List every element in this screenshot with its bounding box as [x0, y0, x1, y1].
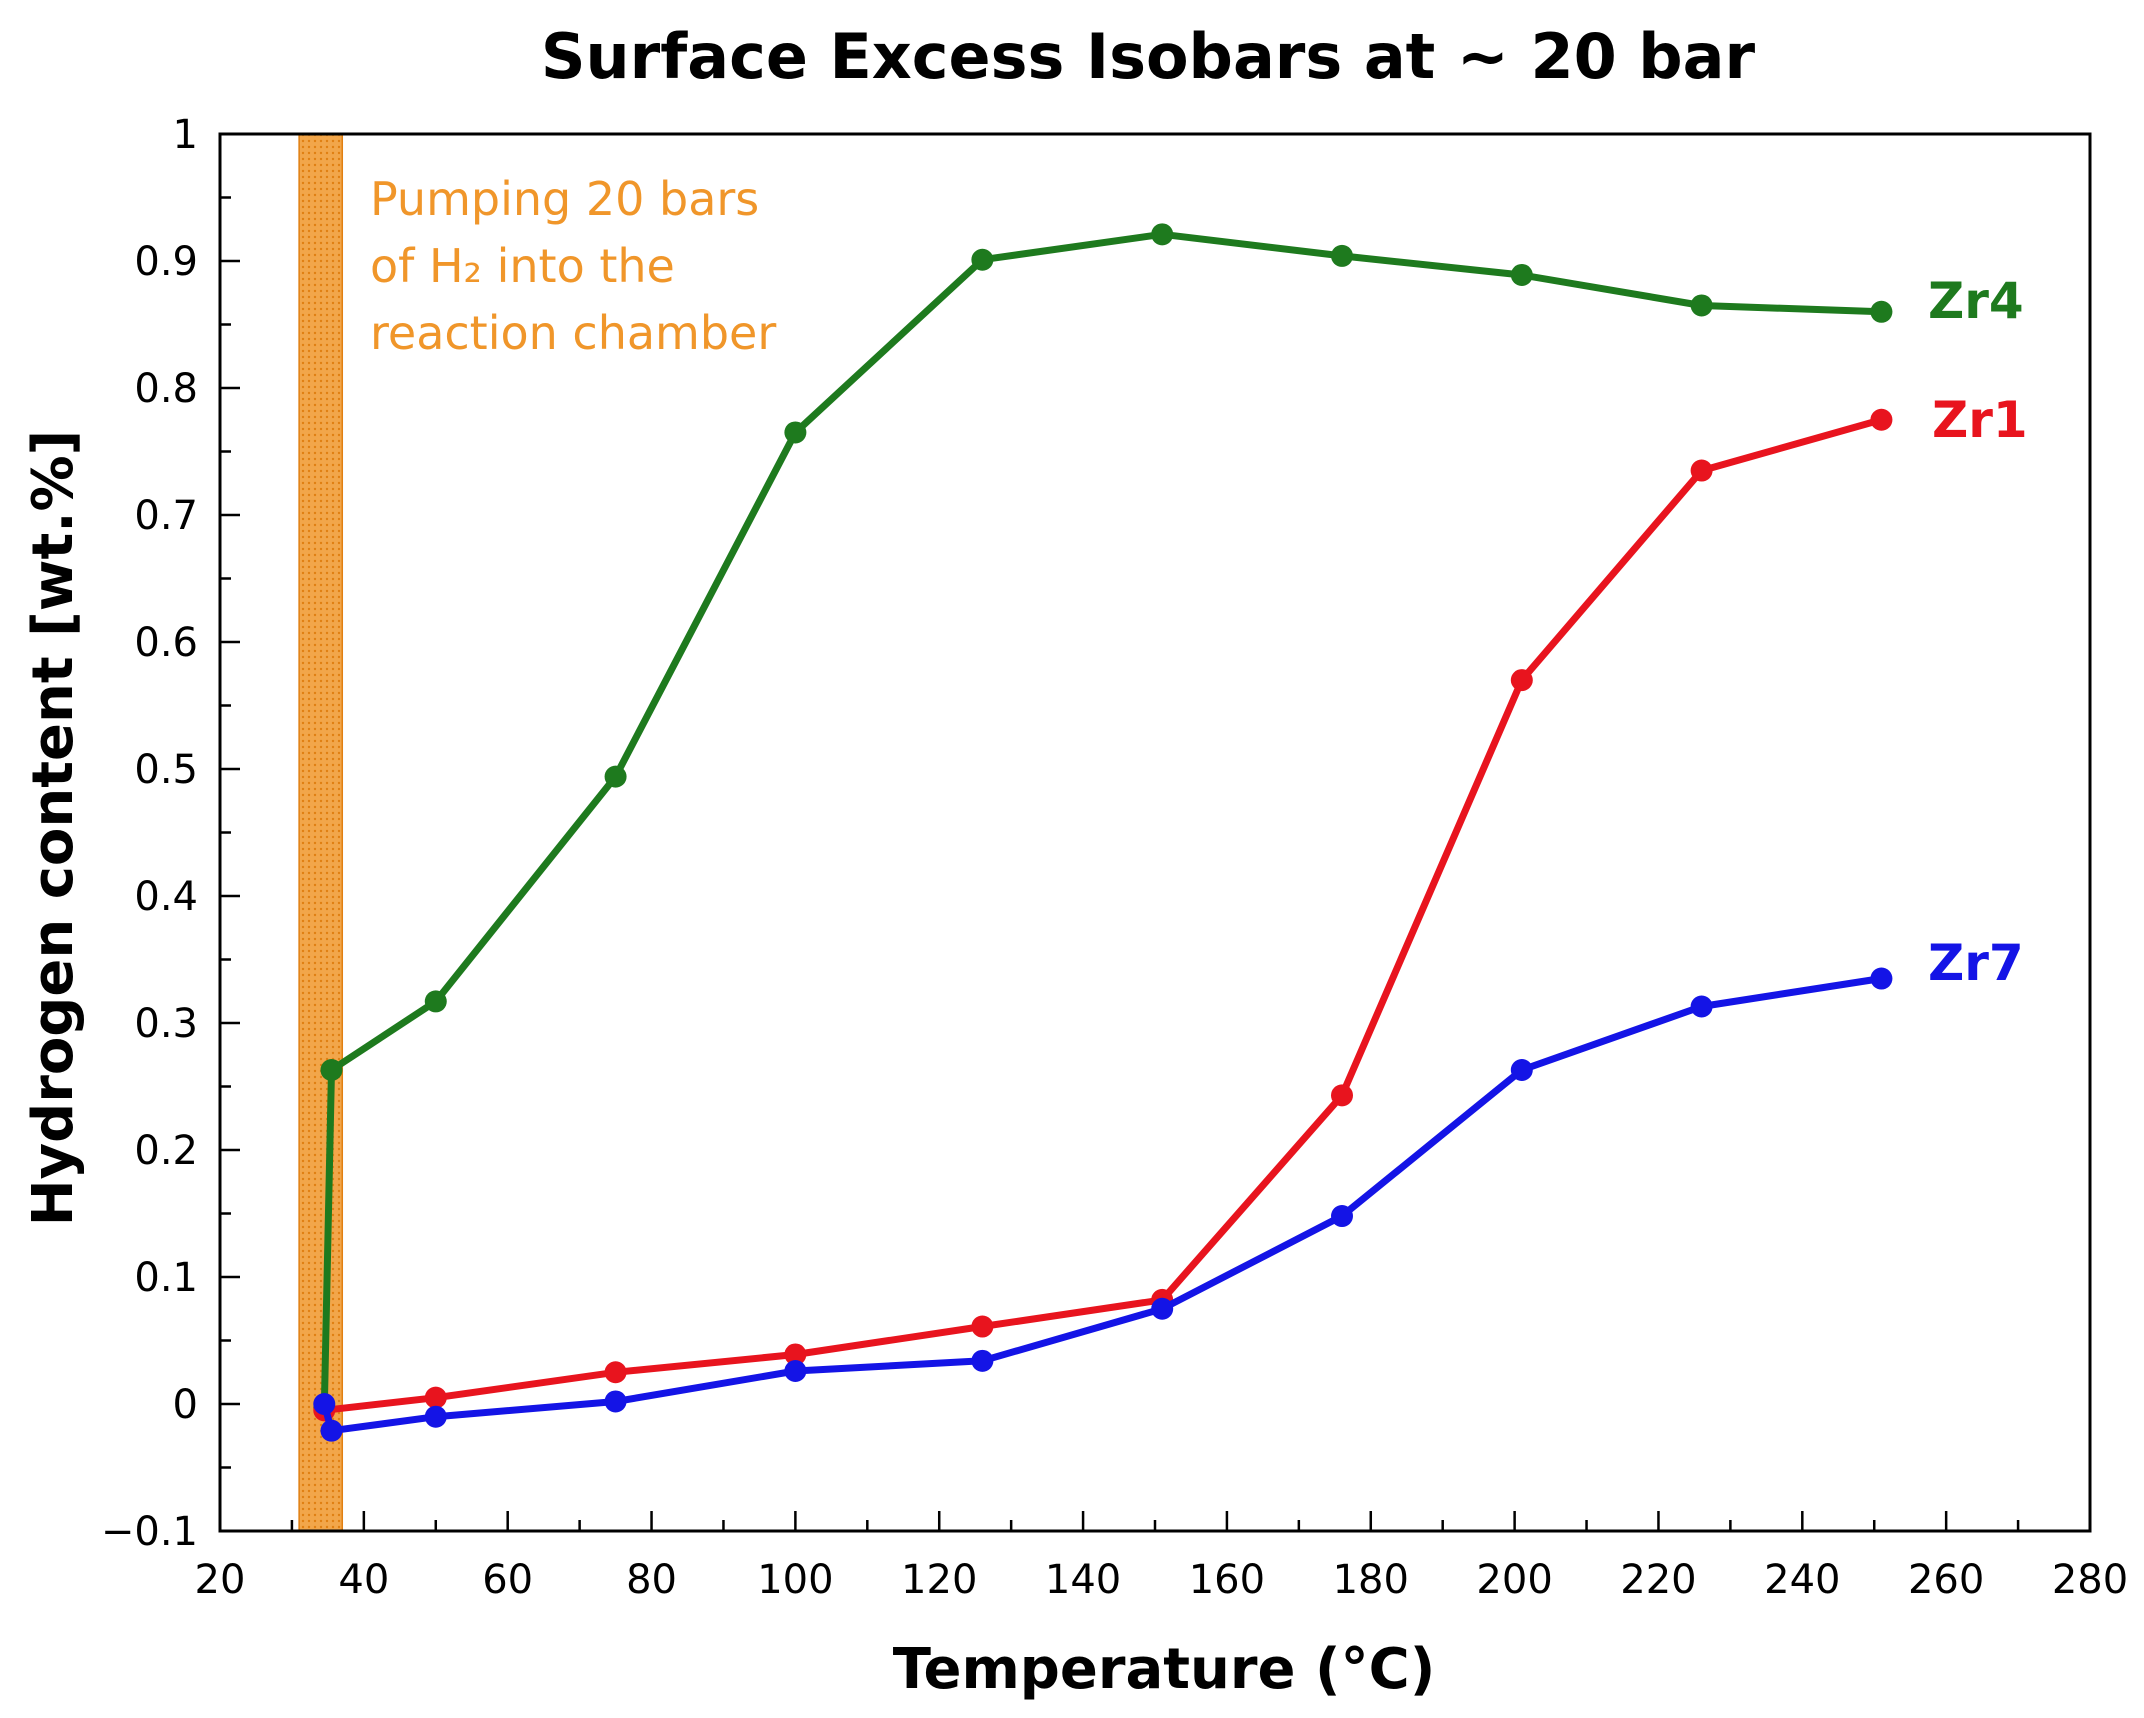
axes-layer: 20 40 60 80 100 120 140 160 180 200 220 240 260 280 −0…	[101, 112, 2128, 1603]
data-point-zr1	[1331, 1084, 1353, 1107]
data-point-zr7	[1690, 995, 1713, 1018]
series-label-zr1: Zr1	[1932, 391, 2028, 449]
data-point-zr1	[604, 1361, 627, 1384]
y-tick-label: 0	[173, 1382, 198, 1428]
chart-title: Surface Excess Isobars at ~ 20 bar	[541, 20, 1756, 93]
x-tick-label: 140	[1045, 1557, 1121, 1603]
data-point-zr7	[604, 1390, 627, 1413]
y-tick-label: 0.5	[134, 747, 198, 793]
y-tick-label: 0.1	[134, 1255, 198, 1301]
data-point-zr1	[424, 1386, 447, 1409]
data-point-zr1	[971, 1315, 994, 1338]
series-line-zr7	[320, 975, 1885, 1435]
shaded-band	[298, 133, 344, 1532]
series-layer	[313, 223, 1893, 1442]
data-point-zr4	[1510, 263, 1533, 286]
x-tick-label: 100	[757, 1557, 833, 1603]
series-labels: Zr4 Zr1 Zr7	[1928, 272, 2028, 992]
x-tick-label: 80	[626, 1557, 677, 1603]
data-point-zr4	[1331, 244, 1353, 267]
data-point-zr7	[1870, 967, 1893, 990]
y-tick-label: 0.9	[134, 239, 198, 285]
y-tick-label: 0.7	[134, 493, 198, 539]
x-tick-label: 220	[1620, 1557, 1696, 1603]
data-point-zr7	[784, 1359, 807, 1382]
annotation-line-1: Pumping 20 bars	[370, 172, 759, 226]
x-tick-label: 180	[1333, 1557, 1409, 1603]
data-point-zr1	[1870, 408, 1893, 431]
x-tick-label: 260	[1908, 1557, 1984, 1603]
x-tick-label: 20	[195, 1557, 246, 1603]
data-point-zr4	[1151, 223, 1174, 246]
data-point-zr7	[1151, 1297, 1174, 1320]
annotation-line-2: of H₂ into the	[370, 239, 675, 293]
data-point-zr1	[1690, 459, 1713, 482]
data-point-zr7	[971, 1349, 994, 1372]
series-label-zr7: Zr7	[1928, 934, 2024, 992]
y-tick-label: 0.3	[134, 1001, 198, 1047]
data-point-zr7	[424, 1405, 447, 1428]
x-tick-label: 40	[338, 1557, 389, 1603]
shaded-band-layer	[298, 133, 344, 1532]
data-point-zr4	[604, 765, 627, 788]
x-tick-label: 120	[901, 1557, 977, 1603]
y-tick-label: 0.6	[134, 620, 198, 666]
data-point-zr7	[1510, 1058, 1533, 1081]
y-tick-label: 1	[173, 112, 198, 158]
annotation-line-3: reaction chamber	[370, 306, 776, 360]
y-tick-label: −0.1	[101, 1509, 198, 1555]
x-tick-label: 280	[2052, 1557, 2128, 1603]
x-tick-label: 160	[1189, 1557, 1265, 1603]
y-tick-label: 0.4	[134, 874, 198, 920]
data-point-zr4	[320, 1058, 343, 1081]
series-line-zr1	[320, 416, 1885, 1414]
x-tick-label: 60	[482, 1557, 533, 1603]
data-point-zr1	[784, 1343, 807, 1366]
data-point-zr4	[1690, 294, 1713, 317]
data-point-zr1	[1510, 669, 1533, 692]
data-point-zr7	[320, 1419, 343, 1442]
y-tick-label: 0.8	[134, 366, 198, 412]
data-point-zr4	[971, 248, 994, 271]
data-point-zr4	[424, 990, 447, 1013]
x-tick-label: 240	[1764, 1557, 1840, 1603]
x-axis-title: Temperature (°C)	[893, 1637, 1436, 1702]
series-line-zr4	[320, 230, 1885, 1412]
data-point-zr7	[1331, 1205, 1353, 1228]
data-point-zr4	[1870, 300, 1893, 323]
data-point-zr7	[313, 1393, 336, 1415]
y-tick-label: 0.2	[134, 1128, 198, 1174]
series-label-zr4: Zr4	[1928, 272, 2024, 330]
y-axis-title: Hydrogen content [wt.%]	[21, 430, 86, 1226]
x-tick-label: 200	[1476, 1557, 1552, 1603]
band-annotation: Pumping 20 bars of H₂ into the reaction …	[370, 172, 776, 360]
data-point-zr4	[784, 421, 807, 444]
